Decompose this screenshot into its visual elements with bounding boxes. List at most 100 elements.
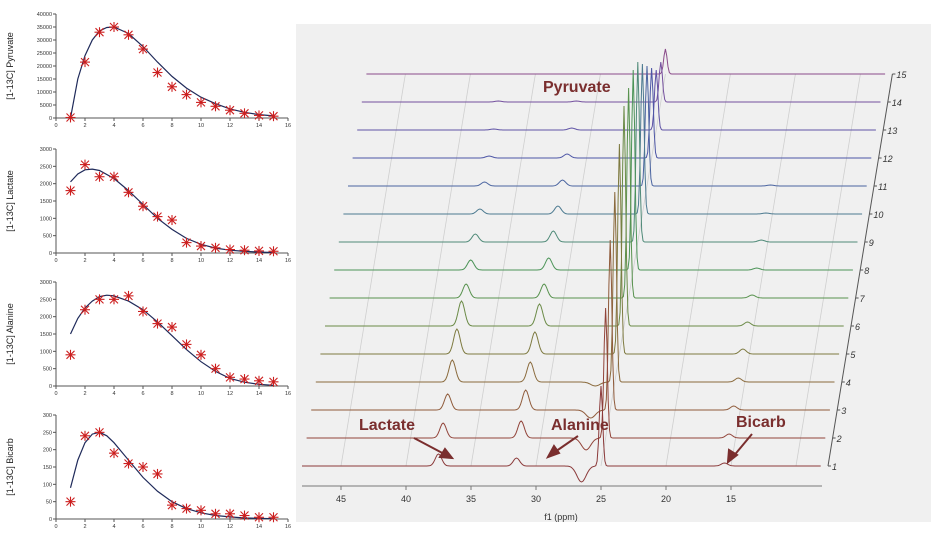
data-point [152,211,163,222]
bicarb-arrowhead [726,448,739,465]
data-point [152,468,163,479]
fit-curve [69,294,274,386]
data-point [167,215,177,226]
stacked-spectra-svg: 45 40 35 30 25 20 15 15 14 13 12 11 10 9 8 7 6 5 4 3 2 1 f1 … [296,24,931,522]
spectrum-trace [325,105,844,327]
data-point [65,185,76,196]
data-point [181,339,192,350]
spectrum-trace [343,63,863,215]
spectrum-trace [348,65,867,187]
spectrum-trace [366,48,886,75]
x-tick-label: 16 [285,524,291,530]
x-tick-label: 14 [256,524,262,530]
y-tick-label: 0 [49,116,52,122]
y-tick-label: 3000 [40,280,52,286]
lactate-arrowhead [438,447,455,460]
spectrum-number: 9 [869,238,874,248]
y-axis-label: [1-13C] Lactate [5,170,15,232]
y-tick-label: 1000 [40,216,52,222]
spectrum-number: 4 [846,378,851,388]
x-tick-label: 14 [256,123,262,129]
y-tick-label: 2500 [40,297,52,303]
data-point [123,458,134,469]
data-point [109,171,119,182]
x-tick-label: 0 [54,123,57,129]
annotation-lactate: Lactate [359,417,415,434]
x-tick-label: 12 [227,391,233,397]
x-tick-label: 4 [112,123,115,129]
y-tick-label: 0 [49,384,52,390]
spectrum-trace [338,61,858,243]
ppm-tick-label: 30 [531,494,541,504]
data-point [196,349,206,360]
lactate-kinetics-svg: [1-13C] Lactate 0 500 1000 1500 2000 2500 3000… [5,147,291,264]
data-point [210,363,221,374]
spectrum-trace [334,69,853,271]
spectrum-number: 6 [855,322,860,332]
x-tick-label: 10 [198,391,204,397]
spectrum-number: 1 [832,462,837,472]
x-tick-label: 10 [198,524,204,530]
x-tick-label: 2 [83,258,86,264]
y-tick-label: 2000 [40,182,52,188]
x-tick-label: 10 [198,123,204,129]
data-point [181,503,192,514]
data-point [123,290,134,301]
data-point [210,101,221,112]
x-tick-label: 8 [170,258,173,264]
bicarb-kinetics-plot: [1-13C] Bicarb 0 50 100 150 200 250 300 0 2 4 6 8 10… [0,401,296,533]
annotation-bicarb: Bicarb [736,414,786,431]
data-point [94,294,105,305]
annotation-arrows [413,433,753,465]
x-tick-label: 2 [83,123,86,129]
data-point [80,57,90,68]
data-point [239,108,250,119]
ppm-tick-label: 15 [726,494,736,504]
x-tick-label: 16 [285,123,291,129]
spectrum-trace [306,307,826,451]
y-tick-label: 250 [43,430,52,436]
spectrum-trace [329,87,849,299]
y-tick-label: 15000 [37,77,52,83]
data-point [109,448,119,459]
y-tick-label: 50 [46,500,52,506]
annotation-pyruvate: Pyruvate [543,79,611,96]
data-point [152,67,163,78]
data-point [210,508,221,519]
ppm-tick-label: 20 [661,494,671,504]
ppm-tick-label: 40 [401,494,411,504]
fit-curve [69,26,274,119]
data-point [152,318,163,329]
data-point [138,44,148,55]
y-tick-label: 300 [43,413,52,419]
data-point [268,512,279,523]
spectrum-number: 7 [860,294,866,304]
data-point [138,306,148,317]
ppm-tick-label: 45 [336,494,346,504]
y-tick-label: 2000 [40,315,52,321]
y-tick-label: 0 [49,517,52,523]
bicarb-kinetics-svg: [1-13C] Bicarb 0 50 100 150 200 250 300 0 2 4 6 8 10… [5,413,291,530]
x-tick-label: 6 [141,391,144,397]
data-point [65,112,76,123]
spectrum-trace [320,143,840,355]
ppm-tick-label: 35 [466,494,476,504]
y-tick-label: 40000 [37,12,52,18]
x-tick-label: 12 [227,258,233,264]
data-point [65,349,76,360]
y-axis-label: [1-13C] Pyruvate [5,32,15,100]
x-tick-label: 16 [285,391,291,397]
fit-curve [69,431,274,520]
spectrum-number: 5 [850,350,856,360]
data-point [225,508,235,519]
spectrum-number-labels: 15 14 13 12 11 10 9 8 7 6 5 4 3 2 1 [828,70,907,472]
spectrum-trace [315,191,835,387]
spectra-traces [302,48,886,483]
data-point [196,241,206,252]
x-tick-label: 4 [112,524,115,530]
y-tick-label: 0 [49,251,52,257]
pyruvate-kinetics-plot: [1-13C] Pyruvate 0 5000 10000 15000 20000 250… [0,0,296,132]
ppm-axis: 45 40 35 30 25 20 15 [302,485,822,504]
data-point [167,322,177,333]
x-tick-label: 8 [170,524,173,530]
